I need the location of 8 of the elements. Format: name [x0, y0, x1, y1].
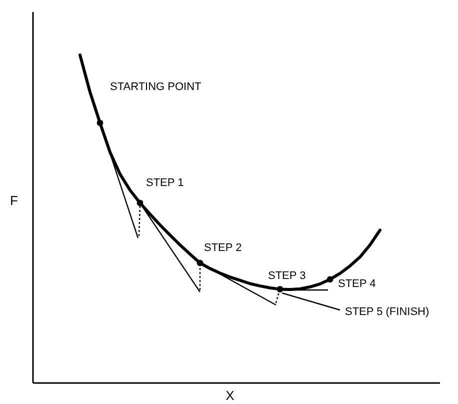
- annotation: STARTING POINT: [110, 81, 202, 93]
- x-axis-title: X: [226, 388, 235, 403]
- annotation: STEP 4: [338, 278, 376, 290]
- annotation: STEP 1: [146, 177, 184, 189]
- annotation: STEP 2: [204, 242, 242, 254]
- annotation: STEP 5 (FINISH): [345, 306, 430, 318]
- y-axis-title: F: [10, 193, 18, 208]
- annotation: STEP 3: [268, 270, 306, 282]
